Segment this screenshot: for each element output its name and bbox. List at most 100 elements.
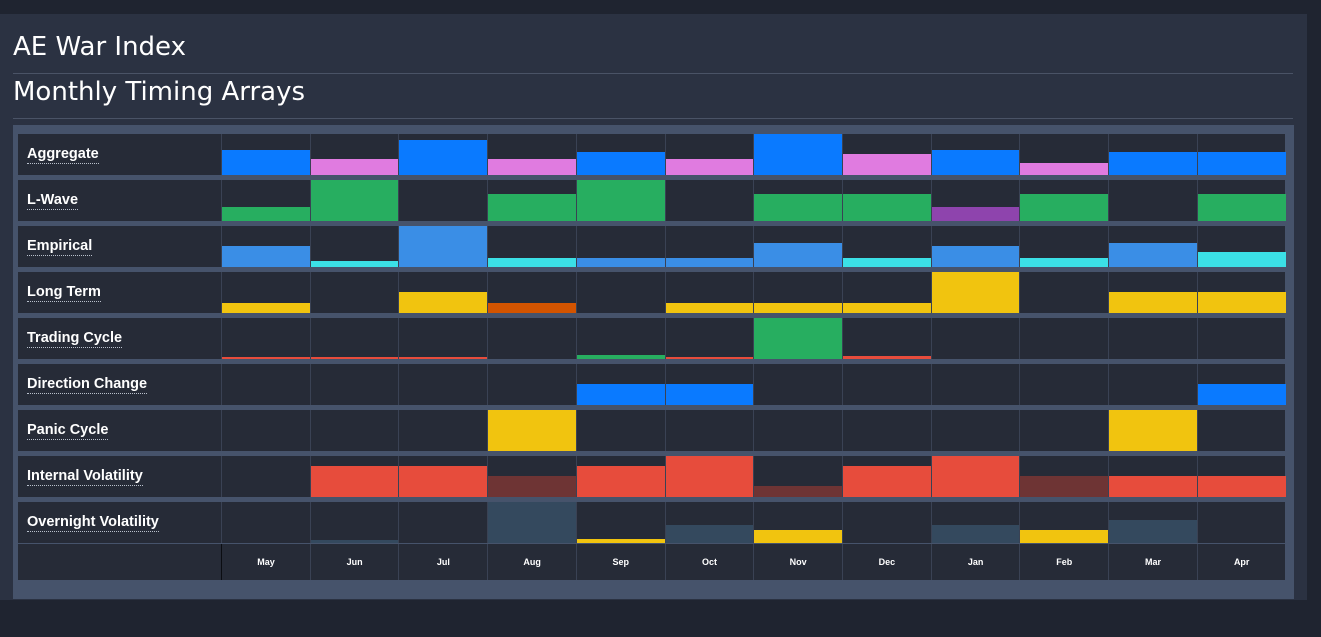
- array-cell-jul: [398, 364, 487, 405]
- array-cell-apr: [1197, 272, 1286, 313]
- level-bar: [311, 261, 399, 267]
- level-bar: [754, 530, 842, 543]
- level-bar: [1198, 384, 1286, 405]
- array-cell-feb: [1019, 318, 1108, 359]
- array-cell-apr: [1197, 502, 1286, 543]
- level-bar: [666, 525, 754, 543]
- level-bar: [666, 384, 754, 405]
- level-bar: [577, 180, 665, 221]
- month-label-feb: Feb: [1019, 544, 1108, 580]
- level-bar: [666, 456, 754, 497]
- row-label-cell: Internal Volatility: [18, 456, 221, 497]
- level-bar: [932, 150, 1020, 175]
- array-row-overnight-volatility: Overnight Volatility: [18, 502, 1285, 543]
- level-bar: [1109, 476, 1197, 497]
- array-cell-oct: [665, 226, 754, 267]
- array-cell-may: [221, 180, 310, 221]
- page-title: AE War Index: [13, 32, 186, 62]
- array-cell-aug: [487, 226, 576, 267]
- row-label-overnight-volatility[interactable]: Overnight Volatility: [27, 514, 159, 532]
- array-cell-nov: [753, 456, 842, 497]
- row-label-direction-change[interactable]: Direction Change: [27, 376, 147, 394]
- array-cell-jan: [931, 410, 1020, 451]
- level-bar: [1109, 410, 1197, 451]
- array-cell-dec: [842, 272, 931, 313]
- level-bar: [311, 357, 399, 359]
- array-cell-nov: [753, 134, 842, 175]
- row-label-long-term[interactable]: Long Term: [27, 284, 101, 302]
- array-cell-may: [221, 502, 310, 543]
- month-label-may: May: [221, 544, 310, 580]
- level-bar: [577, 466, 665, 497]
- array-cell-nov: [753, 364, 842, 405]
- array-cell-feb: [1019, 180, 1108, 221]
- row-label-internal-volatility[interactable]: Internal Volatility: [27, 468, 143, 486]
- array-cell-feb: [1019, 364, 1108, 405]
- level-bar: [754, 194, 842, 221]
- level-bar: [577, 152, 665, 175]
- row-label-l-wave[interactable]: L-Wave: [27, 192, 78, 210]
- array-cell-nov: [753, 502, 842, 543]
- array-cell-jan: [931, 318, 1020, 359]
- month-label-oct: Oct: [665, 544, 754, 580]
- array-cell-jan: [931, 272, 1020, 313]
- level-bar: [843, 303, 931, 313]
- array-cell-jul: [398, 410, 487, 451]
- level-bar: [222, 150, 310, 175]
- level-bar: [577, 384, 665, 405]
- level-bar: [1020, 258, 1108, 267]
- array-row-l-wave: L-Wave: [18, 180, 1285, 221]
- row-label-cell: Trading Cycle: [18, 318, 221, 359]
- month-label-apr: Apr: [1197, 544, 1286, 580]
- row-label-empirical[interactable]: Empirical: [27, 238, 92, 256]
- row-label-cell: Direction Change: [18, 364, 221, 405]
- array-row-trading-cycle: Trading Cycle: [18, 318, 1285, 359]
- array-cell-aug: [487, 318, 576, 359]
- level-bar: [1109, 520, 1197, 543]
- level-bar: [754, 486, 842, 497]
- array-cell-jun: [310, 410, 399, 451]
- level-bar: [222, 303, 310, 313]
- level-bar: [843, 258, 931, 267]
- array-cell-may: [221, 134, 310, 175]
- array-cell-feb: [1019, 410, 1108, 451]
- month-label-aug: Aug: [487, 544, 576, 580]
- array-cell-jan: [931, 456, 1020, 497]
- level-bar: [311, 540, 399, 543]
- main-panel: AE War Index Monthly Timing Arrays May Ju…: [0, 14, 1307, 600]
- array-cell-dec: [842, 410, 931, 451]
- level-bar: [577, 258, 665, 267]
- level-bar: [754, 303, 842, 313]
- array-cell-apr: [1197, 410, 1286, 451]
- level-bar: [1109, 152, 1197, 175]
- level-bar: [399, 357, 487, 359]
- month-label-sep: Sep: [576, 544, 665, 580]
- row-label-aggregate[interactable]: Aggregate: [27, 146, 99, 164]
- level-bar: [488, 258, 576, 267]
- level-bar: [399, 292, 487, 313]
- array-cell-jun: [310, 134, 399, 175]
- level-bar: [311, 180, 399, 221]
- row-label-trading-cycle[interactable]: Trading Cycle: [27, 330, 122, 348]
- month-label-jan: Jan: [931, 544, 1020, 580]
- array-cell-sep: [576, 272, 665, 313]
- level-bar: [488, 303, 576, 313]
- row-label-cell: L-Wave: [18, 180, 221, 221]
- array-cell-may: [221, 272, 310, 313]
- array-row-long-term: Long Term: [18, 272, 1285, 313]
- month-label-dec: Dec: [842, 544, 931, 580]
- array-cell-sep: [576, 180, 665, 221]
- month-label-jul: Jul: [398, 544, 487, 580]
- array-cell-mar: [1108, 226, 1197, 267]
- array-cell-may: [221, 410, 310, 451]
- timing-array-grid: May Jun Jul Aug Sep Oct Nov Dec Jan Feb Mar Apr Agg…: [13, 125, 1294, 599]
- array-cell-dec: [842, 226, 931, 267]
- array-cell-oct: [665, 180, 754, 221]
- array-cell-aug: [487, 134, 576, 175]
- level-bar: [399, 140, 487, 175]
- array-cell-dec: [842, 318, 931, 359]
- row-label-panic-cycle[interactable]: Panic Cycle: [27, 422, 108, 440]
- level-bar: [1109, 243, 1197, 267]
- array-row-panic-cycle: Panic Cycle: [18, 410, 1285, 451]
- level-bar: [222, 207, 310, 221]
